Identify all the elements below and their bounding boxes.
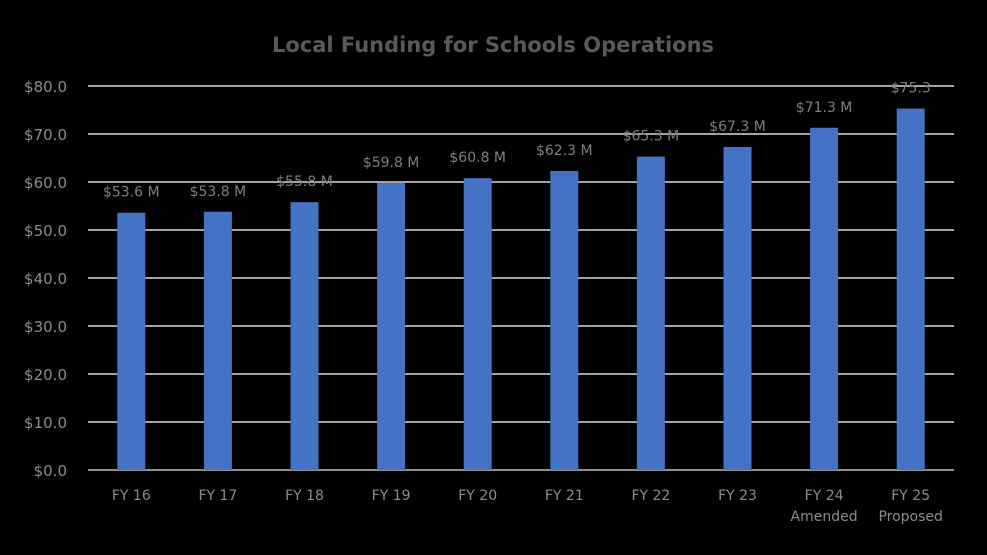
bar — [117, 212, 146, 470]
data-label: $67.3 M — [709, 119, 766, 135]
data-label: $59.8 M — [363, 155, 420, 171]
x-axis-tick-labels: FY 16 FY 17 FY 18 FY 19 FY 20 FY 21 FY 22 FY 23… — [112, 488, 943, 525]
bar — [203, 211, 232, 470]
y-tick-label: $10.0 — [24, 414, 67, 432]
x-tick-label: FY 17 — [198, 488, 237, 504]
x-tick-label: FY 19 — [372, 488, 411, 504]
bar — [550, 170, 579, 470]
y-tick-label: $20.0 — [24, 366, 67, 384]
data-label: $53.8 M — [190, 184, 247, 200]
x-tick-label: Proposed — [878, 509, 942, 525]
bar — [896, 108, 925, 470]
x-tick-label: FY 20 — [458, 488, 497, 504]
bar — [810, 127, 839, 470]
y-tick-label: $80.0 — [24, 78, 67, 96]
x-tick-label: FY 21 — [545, 488, 584, 504]
y-axis-tick-labels: $0.0 $10.0 $20.0 $30.0 $40.0 $50.0 $60.0 $70.0 $… — [24, 78, 67, 480]
y-tick-label: $30.0 — [24, 318, 67, 336]
x-tick-label: FY 23 — [718, 488, 757, 504]
x-tick-label: Amended — [791, 509, 858, 525]
bars — [117, 108, 925, 470]
gridlines — [88, 85, 954, 471]
y-tick-label: $40.0 — [24, 270, 67, 288]
data-label: $53.6 M — [103, 185, 160, 201]
bar — [723, 146, 752, 470]
bar — [463, 178, 492, 470]
bar — [290, 202, 319, 470]
data-label: $65.3 M — [623, 129, 680, 145]
data-labels: $53.6 M $53.8 M $55.8 M $59.8 M $60.8 M $62.3… — [103, 81, 931, 201]
data-label: $75.3 — [891, 81, 931, 97]
data-label: $55.8 M — [276, 174, 333, 190]
y-tick-label: $60.0 — [24, 174, 67, 192]
y-tick-label: $70.0 — [24, 126, 67, 144]
y-tick-label: $0.0 — [34, 462, 67, 480]
x-tick-label: FY 22 — [631, 488, 670, 504]
data-label: $71.3 M — [796, 100, 853, 116]
x-tick-label: FY 16 — [112, 488, 151, 504]
data-label: $62.3 M — [536, 143, 593, 159]
bar — [636, 156, 665, 470]
bar — [377, 182, 406, 470]
chart-title: Local Funding for Schools Operations — [272, 33, 714, 57]
x-tick-label: FY 24 — [805, 488, 844, 504]
y-tick-label: $50.0 — [24, 222, 67, 240]
x-tick-label: FY 25 — [891, 488, 930, 504]
data-label: $60.8 M — [449, 150, 506, 166]
x-tick-label: FY 18 — [285, 488, 324, 504]
